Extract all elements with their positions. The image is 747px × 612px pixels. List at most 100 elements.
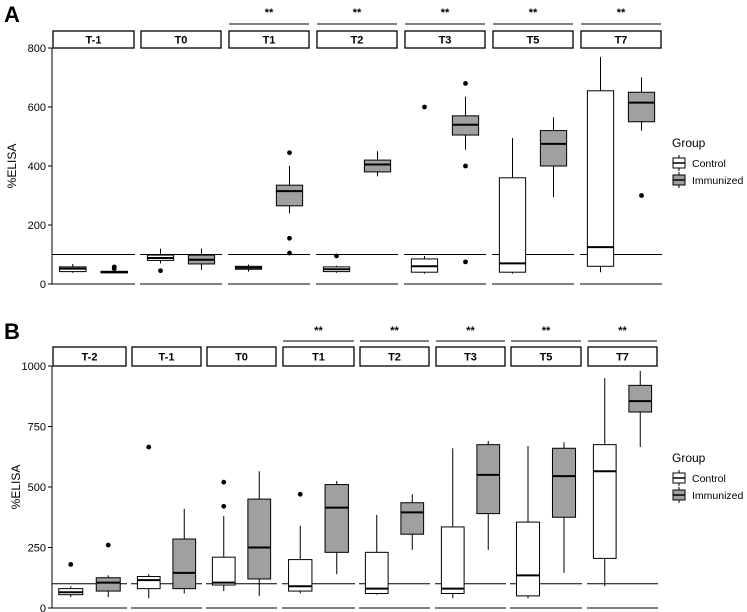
- box-body: [515, 521, 541, 597]
- facet-strip-label: T1: [312, 352, 325, 364]
- facet-strip-label: T7: [616, 352, 629, 364]
- facet-strip: [587, 346, 658, 367]
- legend-title: Group: [672, 451, 706, 465]
- box-body: [247, 498, 272, 580]
- outlier-point: [297, 491, 303, 497]
- facet-strip-label: T5: [527, 35, 540, 47]
- y-tick-label: 750: [28, 422, 46, 434]
- facet-strip: [404, 30, 486, 49]
- facet-t-1: T-1: [52, 30, 135, 285]
- box-immunized: [187, 248, 216, 270]
- legend: Group Control Immunized: [672, 136, 744, 188]
- box-control: [322, 253, 351, 273]
- facet-strip: [492, 30, 574, 49]
- significance-marker: **: [466, 325, 475, 337]
- outlier-point: [639, 193, 644, 198]
- facet-t2: T2 **: [359, 325, 430, 609]
- facet-strip-label: T0: [235, 352, 248, 364]
- box-control: [288, 491, 313, 594]
- box-immunized: [627, 77, 656, 198]
- significance-marker: **: [618, 325, 627, 337]
- legend-title: Group: [672, 136, 706, 150]
- significance-marker: **: [314, 325, 323, 337]
- facet-t3: T3 **: [435, 325, 506, 609]
- facet-strip: [140, 30, 222, 49]
- box-body: [551, 447, 577, 518]
- box-body: [288, 559, 313, 592]
- panel-a: A %ELISA 0 200 400 600 800 T-1 T0 T1 ** T2 ** T3 ** T5 *…: [4, 2, 744, 291]
- significance-marker: **: [265, 7, 274, 19]
- facet-strip: [510, 346, 582, 367]
- box-body: [324, 484, 349, 553]
- box-control: [440, 448, 465, 599]
- panel-label: B: [4, 319, 20, 344]
- facet-strip: [435, 346, 506, 367]
- box-body: [539, 130, 568, 167]
- facet-strip: [580, 30, 662, 49]
- outlier-point: [334, 253, 339, 259]
- box-immunized: [476, 441, 501, 550]
- box-control: [364, 514, 389, 595]
- box-body: [172, 538, 197, 590]
- facet-t5: T5 **: [492, 7, 574, 285]
- facet-strip-label: T7: [615, 35, 628, 47]
- box-body: [586, 90, 615, 267]
- facet-strip: [206, 346, 277, 367]
- box-body: [592, 444, 617, 559]
- box-control: [515, 445, 541, 599]
- outlier-point: [463, 81, 468, 86]
- significance-marker: **: [529, 7, 538, 19]
- outlier-point: [287, 235, 292, 241]
- legend-label: Control: [692, 158, 726, 170]
- legend-entry-control: Control: [672, 470, 726, 486]
- box-control: [498, 137, 527, 274]
- box-immunized: [539, 117, 568, 197]
- facet-strip-label: T3: [464, 352, 477, 364]
- facet-strip-label: T2: [388, 352, 401, 364]
- outlier-point: [422, 104, 427, 110]
- box-immunized: [100, 264, 129, 274]
- facet-strip: [316, 30, 398, 49]
- box-body: [476, 444, 501, 515]
- outlier-point: [68, 562, 74, 567]
- outlier-point: [111, 264, 117, 270]
- box-control: [586, 56, 615, 273]
- facet-t0: T0: [140, 30, 222, 285]
- box-immunized: [247, 471, 272, 596]
- facet-strip-label: T3: [439, 35, 452, 47]
- panel-label: A: [4, 2, 20, 27]
- box-immunized: [551, 442, 577, 573]
- facet-strip: [359, 346, 430, 367]
- y-tick-label: 250: [28, 543, 46, 555]
- facet-strip: [52, 30, 135, 49]
- box-immunized: [275, 150, 304, 256]
- box-immunized: [324, 480, 349, 575]
- box-body: [364, 551, 389, 594]
- legend-entry-control: Control: [672, 155, 726, 171]
- box-control: [58, 562, 84, 598]
- box-body: [363, 159, 392, 173]
- significance-marker: **: [441, 7, 450, 19]
- panel-b: B %ELISA 0 250 500 750 1000 T-2 T-1 T0 T1 ** T2 ** T3 *…: [4, 319, 744, 612]
- facet-t7: T7 **: [580, 7, 662, 285]
- facet-t2: T2 **: [316, 7, 398, 285]
- facet-strip: [228, 30, 310, 49]
- outlier-point: [146, 444, 152, 450]
- box-immunized: [400, 494, 425, 550]
- facet-t7: T7 **: [587, 325, 658, 609]
- box-body: [627, 91, 656, 123]
- box-control: [146, 248, 175, 274]
- facet-strip-label: T5: [540, 352, 553, 364]
- box-immunized: [172, 508, 197, 594]
- box-control: [410, 104, 439, 274]
- facet-strip-label: T-1: [159, 352, 175, 364]
- box-control: [592, 378, 617, 587]
- legend-entry-immunized: Immunized: [672, 172, 744, 188]
- y-tick-label: 500: [28, 482, 46, 494]
- facet-strip-label: T1: [263, 35, 276, 47]
- box-control: [234, 264, 263, 272]
- box-control: [136, 444, 161, 599]
- box-immunized: [363, 151, 392, 177]
- y-tick-label: 600: [28, 102, 46, 114]
